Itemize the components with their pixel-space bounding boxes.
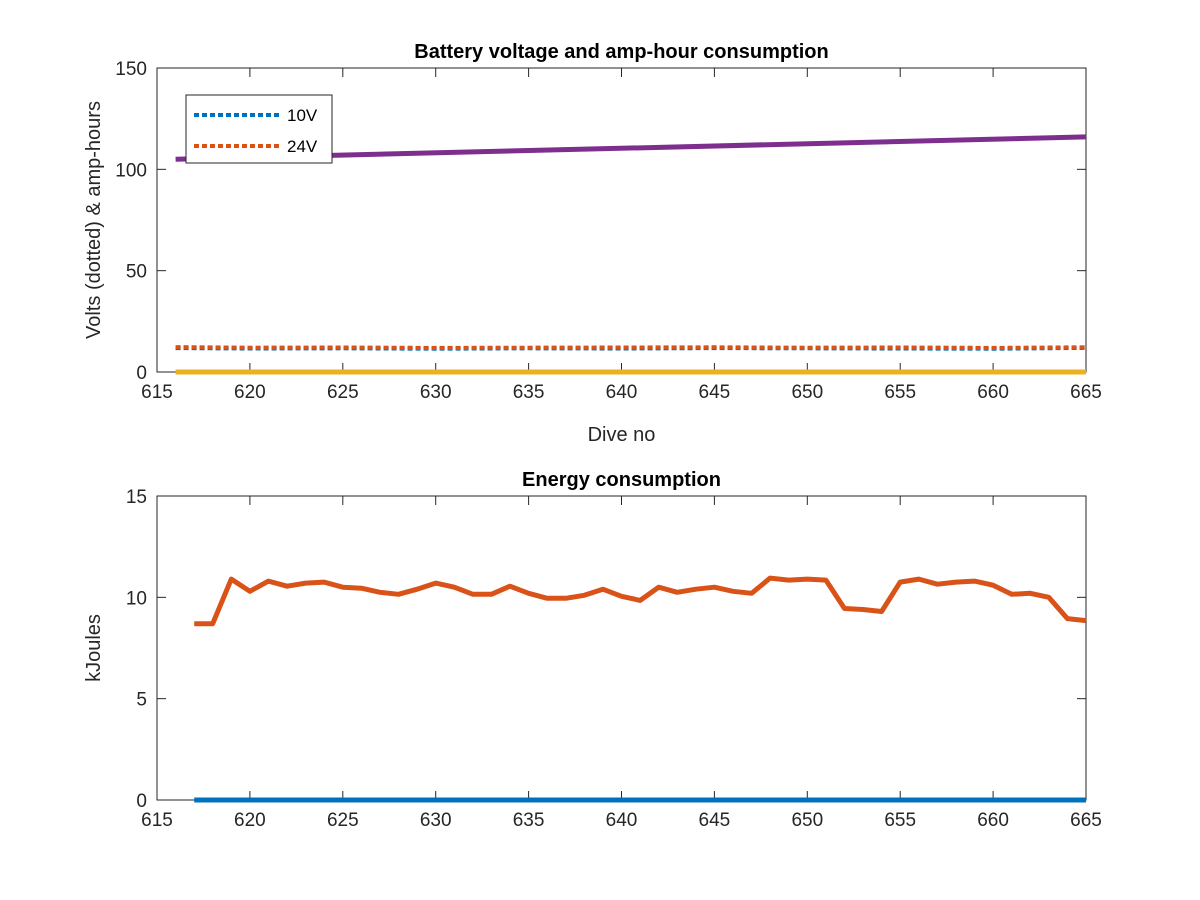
x-tick-label: 630 [420, 810, 452, 831]
chart-title: Energy consumption [522, 469, 721, 491]
x-axis-label: Dive no [588, 424, 656, 446]
x-tick-label: 665 [1070, 382, 1102, 403]
y-axis-label: Volts (dotted) & amp-hours [83, 101, 105, 339]
y-tick-label: 50 [126, 262, 147, 283]
x-tick-label: 620 [234, 810, 266, 831]
y-tick-label: 0 [136, 791, 147, 812]
x-tick-label: 660 [977, 382, 1009, 403]
x-tick-label: 630 [420, 382, 452, 403]
y-tick-label: 10 [126, 588, 147, 609]
energy-consumption-chart: Energy consumption 615 620 625 630 635 640 645 6… [83, 469, 1102, 831]
y-axis-label: kJoules [83, 614, 105, 682]
legend: 10V 24V [185, 94, 333, 164]
y-tick-label: 150 [115, 59, 147, 80]
chart-title: Battery voltage and amp-hour consumption [414, 41, 828, 63]
plot-area [156, 495, 1087, 801]
x-tick-label: 625 [327, 810, 359, 831]
x-tick-label: 645 [699, 810, 731, 831]
x-tick-label: 615 [141, 810, 173, 831]
voltage-amp-hour-chart: Battery voltage and amp-hour consumption… [83, 41, 1102, 446]
y-tick-label: 100 [115, 160, 147, 181]
series-line-24v [175, 345, 1087, 350]
x-tick-label: 650 [791, 810, 823, 831]
x-tick-label: 620 [234, 382, 266, 403]
x-tick-label: 655 [884, 810, 916, 831]
legend-label: 10V [287, 106, 318, 125]
y-tick-label: 5 [136, 690, 147, 711]
x-tick-label: 645 [699, 382, 731, 403]
legend-box [185, 94, 333, 164]
x-tick-label: 635 [513, 382, 545, 403]
y-tick-label: 0 [136, 363, 147, 384]
x-tick-label: 650 [791, 382, 823, 403]
x-tick-label: 615 [141, 382, 173, 403]
x-tick-label: 660 [977, 810, 1009, 831]
x-tick-label: 635 [513, 810, 545, 831]
x-tick-label: 665 [1070, 810, 1102, 831]
x-tick-label: 640 [606, 382, 638, 403]
y-tick-label: 15 [126, 487, 147, 508]
x-tick-label: 625 [327, 382, 359, 403]
x-tick-label: 655 [884, 382, 916, 403]
x-tick-label: 640 [606, 810, 638, 831]
legend-label: 24V [287, 137, 318, 156]
